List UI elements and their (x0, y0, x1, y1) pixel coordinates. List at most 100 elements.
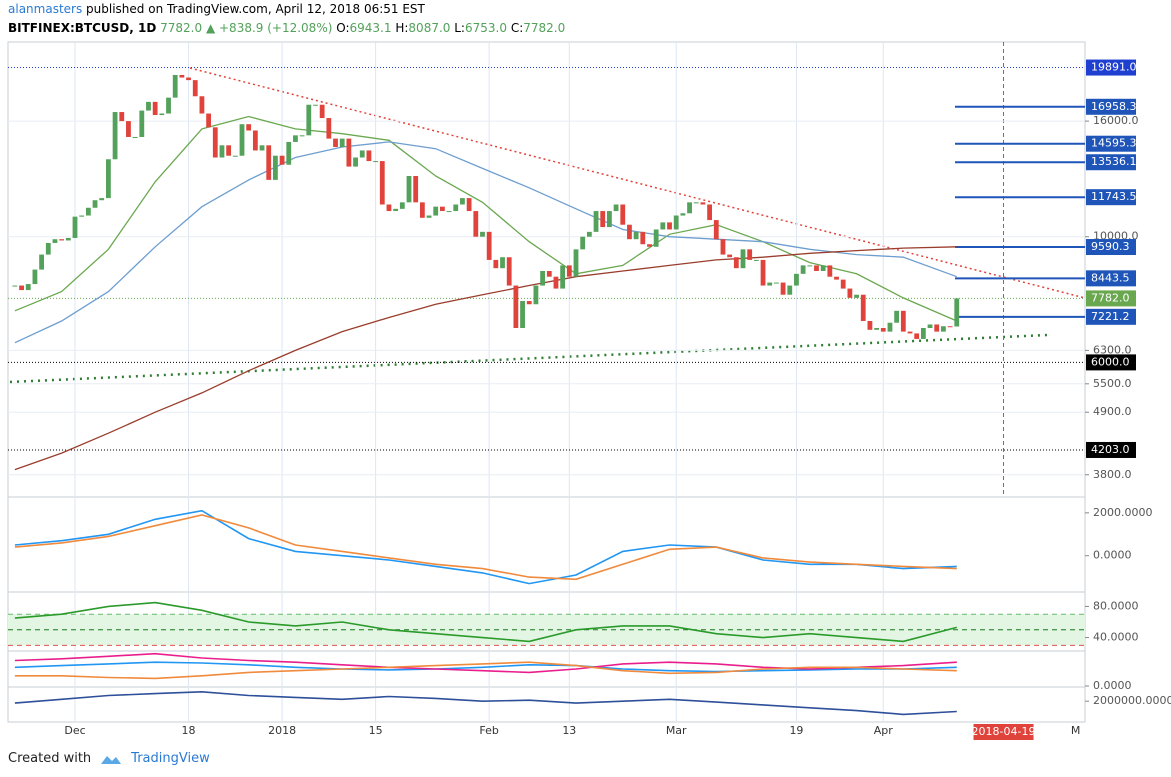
candle (112, 112, 118, 160)
candle (600, 211, 606, 228)
candle (92, 200, 98, 208)
candle (493, 259, 499, 269)
candle (179, 74, 185, 78)
level-box (1086, 441, 1136, 458)
candle (693, 202, 699, 204)
candle (12, 285, 18, 287)
open: 6943.1 (349, 21, 392, 35)
y-tick-label: 4900.0 (1093, 405, 1132, 418)
candle (279, 155, 285, 165)
candle (546, 270, 552, 277)
candle (740, 249, 746, 269)
candle (433, 206, 439, 216)
candle (426, 215, 432, 218)
indicator-line (14, 601, 958, 643)
candle (446, 211, 452, 213)
candle (39, 254, 44, 270)
y-tick-label: 2000000.0000 (1093, 694, 1171, 707)
published: published on TradingView.com, April 12, … (86, 2, 425, 16)
y-tick-label: 6300.0 (1093, 343, 1132, 356)
indicator-line (14, 690, 957, 716)
marker-box (973, 724, 1034, 740)
x-tick-label: 15 (369, 724, 383, 737)
change: ▲ +838.9 (+12.08%) (205, 21, 333, 35)
change-value: +838.9 (+12.08%) (219, 21, 333, 35)
candle (232, 155, 238, 157)
candle (894, 310, 900, 323)
candle (466, 198, 472, 212)
candle (359, 150, 365, 158)
candle (346, 138, 352, 167)
candle (774, 282, 779, 284)
candle (306, 104, 312, 136)
candle (326, 118, 332, 139)
level-label: 7221.2 (1091, 310, 1130, 323)
candle (733, 257, 739, 269)
candle (640, 231, 646, 245)
candle (620, 204, 626, 225)
level-box (1086, 354, 1136, 371)
y-tick-label: 80.0000 (1093, 599, 1139, 612)
candle (747, 249, 753, 260)
candle (860, 294, 866, 321)
candle (680, 213, 686, 216)
pane-frames (7, 41, 1086, 723)
candle (820, 265, 826, 271)
x-tick-label: Dec (64, 724, 85, 737)
high: 8087.0 (408, 21, 451, 35)
author[interactable]: alanmasters (8, 2, 83, 16)
level-label: 8443.5 (1091, 271, 1130, 284)
candle (206, 113, 211, 128)
level-box (1086, 135, 1136, 152)
candle (132, 136, 138, 138)
level-box (1086, 239, 1136, 256)
y-tick-label: 2000.0000 (1093, 506, 1153, 519)
candle (647, 244, 652, 247)
candle (713, 220, 719, 240)
candle (59, 239, 65, 241)
level-box (1086, 308, 1136, 325)
candle (19, 285, 24, 291)
candle (379, 161, 385, 205)
candle (794, 273, 799, 286)
candle (159, 113, 165, 116)
bottom-pane (7, 686, 1086, 723)
candle (920, 328, 926, 339)
candle (99, 198, 105, 201)
candle (593, 211, 599, 232)
footer: Created with TradingView (8, 751, 210, 766)
low-label: L: (454, 21, 465, 35)
candle (32, 269, 38, 285)
candle (800, 265, 806, 274)
candle (653, 229, 659, 247)
candle (526, 301, 532, 305)
level-box (1086, 59, 1136, 76)
brand[interactable]: TradingView (131, 751, 210, 766)
candle (85, 207, 91, 216)
indicator-line (14, 661, 957, 680)
candle (814, 265, 819, 271)
candle (540, 270, 545, 286)
x-tick-label: 2018 (268, 724, 296, 737)
level-box (1086, 154, 1136, 171)
candle (172, 74, 178, 98)
level-label: 4203.0 (1091, 443, 1130, 456)
candle (667, 222, 672, 230)
candle (566, 265, 572, 277)
last-price: 7782.0 (160, 21, 203, 35)
candle (506, 257, 512, 286)
candle (246, 124, 252, 131)
level-label: 19891.0 (1091, 61, 1137, 74)
candle (834, 276, 839, 280)
candle (273, 155, 278, 180)
candle (139, 110, 145, 137)
candle (900, 310, 906, 332)
level-label: 13536.1 (1091, 155, 1137, 168)
support-trendline (9, 333, 1048, 384)
level-label: 6000.0 (1091, 355, 1130, 368)
candle (780, 282, 786, 295)
candle (607, 211, 612, 228)
candle (934, 324, 940, 332)
y-tick-label: 16000.0 (1093, 114, 1139, 127)
